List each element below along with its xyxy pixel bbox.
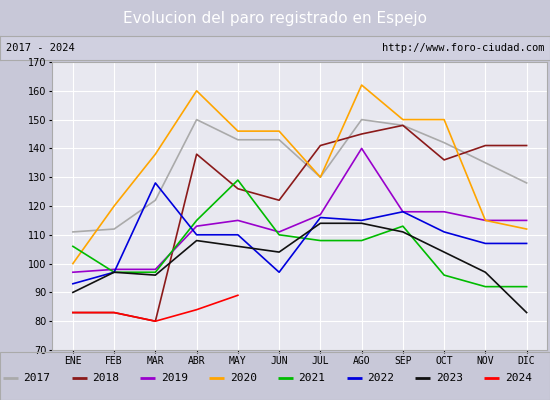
Text: 2023: 2023 [436, 374, 463, 383]
Text: 2022: 2022 [367, 374, 394, 383]
Text: 2018: 2018 [92, 374, 119, 383]
Text: 2024: 2024 [505, 374, 532, 383]
Text: 2021: 2021 [298, 374, 326, 383]
Text: 2019: 2019 [161, 374, 188, 383]
Text: http://www.foro-ciudad.com: http://www.foro-ciudad.com [382, 43, 544, 53]
Text: 2020: 2020 [230, 374, 257, 383]
Text: Evolucion del paro registrado en Espejo: Evolucion del paro registrado en Espejo [123, 10, 427, 26]
Text: 2017: 2017 [23, 374, 51, 383]
Text: 2017 - 2024: 2017 - 2024 [6, 43, 74, 53]
